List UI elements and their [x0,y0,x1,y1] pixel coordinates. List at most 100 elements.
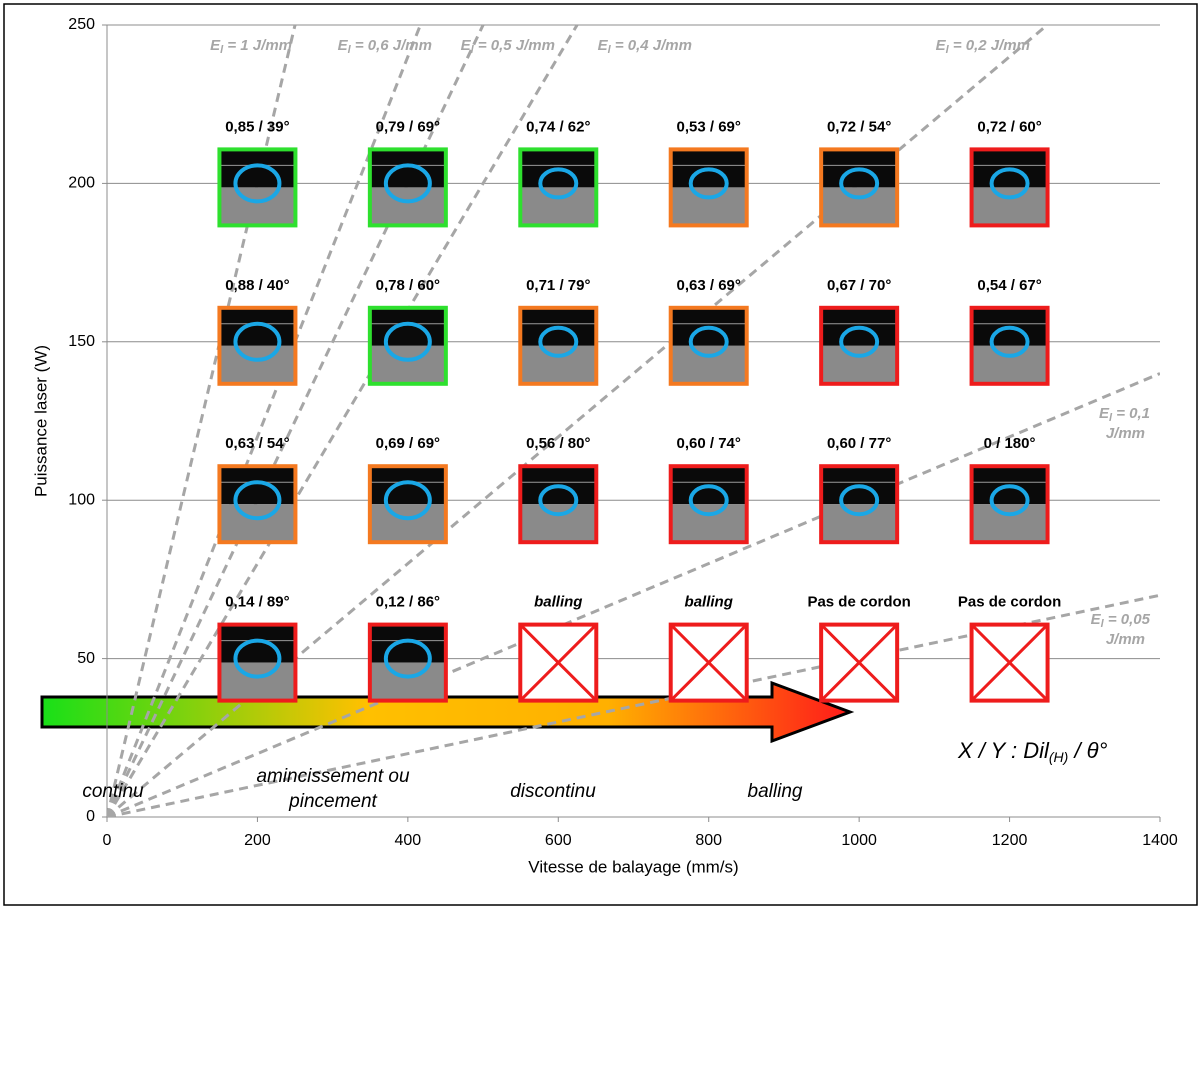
sample [217,622,298,703]
sample [217,464,298,545]
sample-point [367,464,448,545]
energy-line-label: El = 0,1 [1099,405,1150,424]
point-label: balling [685,594,733,611]
y-axis-title: Puissance laser (W) [31,345,50,497]
melt-pool [233,321,282,362]
melt-pool [538,484,579,517]
point-label: 0,12 / 86° [376,594,440,611]
point-label: 0,71 / 79° [526,277,590,294]
sample-point [819,147,900,228]
cross [519,623,598,702]
key-main: X / Y : Dil [957,738,1050,763]
sample [969,622,1050,703]
micrograph-bottom [219,504,296,543]
sample-point [518,622,599,703]
sample-point [969,622,1050,703]
energy-line-label: El = 0,6 J/mm [338,37,432,56]
micrograph-bottom [821,345,898,384]
sample [367,622,448,703]
micrograph-bottom [971,187,1048,226]
micrograph-top [369,624,446,663]
sample [668,622,749,703]
energy-line [107,372,1160,817]
melt-pool [538,167,579,200]
sample-point [217,147,298,228]
micrograph-bottom [520,187,597,226]
legend-stage: pincement [288,791,377,812]
energy-subscript: l [1101,618,1105,630]
energy-prefix: E [338,37,349,54]
micrograph-bottom [971,504,1048,543]
energy-subscript: l [220,44,224,56]
sample [518,622,599,703]
point-label: 0,54 / 67° [977,277,1041,294]
energy-line-label: El = 0,05 [1091,611,1151,630]
sample [969,464,1050,545]
sample [518,464,599,545]
melt-pool [538,325,579,358]
energy-line-label: El = 0,4 J/mm [598,37,692,56]
point-label: 0,56 / 80° [526,435,590,452]
sample [819,464,900,545]
melt-pool [839,325,880,358]
energy-subscript: l [471,44,475,56]
x-tick-label: 800 [695,832,722,849]
micrograph-bottom [520,504,597,543]
sample-point [518,305,599,386]
energy-text: = 0,5 J/mm [474,37,555,54]
sample-point [518,147,599,228]
energy-line-label: El = 0,5 J/mm [461,37,555,56]
x-axis-title: Vitesse de balayage (mm/s) [528,857,738,876]
melt-pool [233,163,282,204]
sample [668,464,749,545]
sample-point [367,305,448,386]
micrograph-bottom [821,187,898,226]
sample-point [217,464,298,545]
key-rest: / θ° [1068,738,1107,763]
melt-pool [989,167,1030,200]
y-tick-label: 100 [68,491,95,508]
energy-line-label: El = 1 J/mm [210,37,292,56]
point-label: balling [534,594,582,611]
point-label: 0,79 / 69° [376,118,440,135]
sample-point [668,464,749,545]
energy-prefix: E [210,37,221,54]
point-label: 0,78 / 60° [376,277,440,294]
energy-text: = 0,2 J/mm [949,37,1030,54]
energy-line-label: J/mm [1106,631,1145,648]
sample [969,147,1050,228]
sample-point [518,464,599,545]
sample [819,305,900,386]
micrograph-bottom [670,504,747,543]
melt-pool [233,638,282,679]
point-label: 0,67 / 70° [827,277,891,294]
melt-pool [688,167,729,200]
point-label: Pas de cordon [958,594,1061,611]
melt-pool [688,325,729,358]
point-label: 0,74 / 62° [526,118,590,135]
sample [518,147,599,228]
melt-pool [383,163,432,204]
melt-pool [989,484,1030,517]
energy-text: = 0,1 [1112,405,1150,422]
micrograph-bottom [821,504,898,543]
point-label: 0 / 180° [984,435,1036,452]
micrograph-bottom [219,187,296,226]
sample-point [819,464,900,545]
chart-frame [3,3,1198,906]
x-tick-label: 1000 [841,832,877,849]
legend-stage: balling [748,781,803,802]
micrograph-bottom [369,187,446,226]
sample-point [217,305,298,386]
sample-point [819,305,900,386]
micrograph-top [369,149,446,188]
sample-point [668,147,749,228]
sample-point [969,305,1050,386]
energy-subscript: l [946,44,950,56]
cross [970,623,1049,702]
sample [969,305,1050,386]
micrograph-bottom [670,187,747,226]
energy-line [107,25,485,817]
point-label: 0,63 / 54° [225,435,289,452]
